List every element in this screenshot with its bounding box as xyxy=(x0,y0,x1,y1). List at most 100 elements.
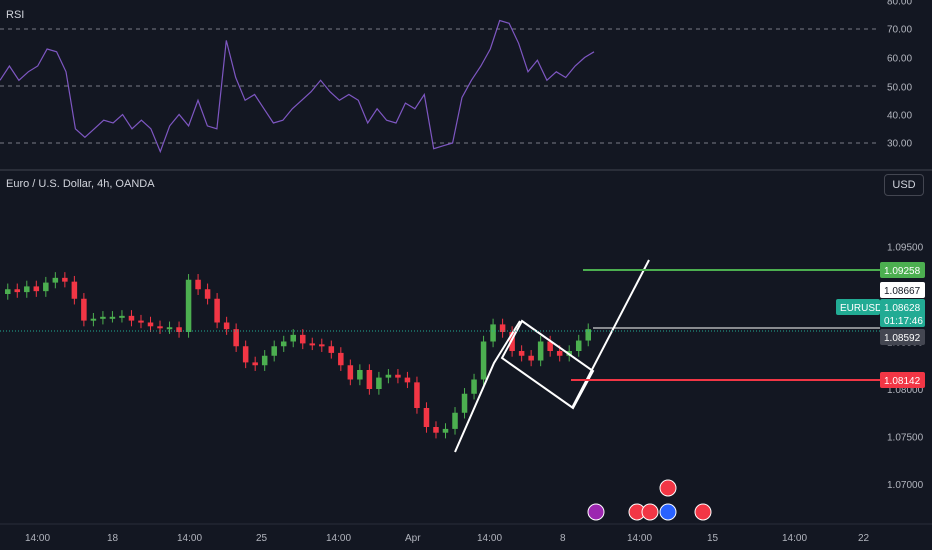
price-marker xyxy=(880,372,925,388)
price-marker-label: 1.08667 xyxy=(884,286,921,297)
candle-body xyxy=(537,341,544,361)
candle-body xyxy=(5,289,11,294)
price-axis-label: 1.07000 xyxy=(887,480,924,491)
candle-body xyxy=(528,355,534,361)
candle-body xyxy=(404,377,411,383)
candle-body xyxy=(52,277,59,283)
candle-body xyxy=(309,343,316,346)
time-axis-label: 14:00 xyxy=(326,533,351,544)
candle-body xyxy=(185,279,192,332)
candle-body xyxy=(452,412,458,429)
time-axis-label: 14:00 xyxy=(627,533,652,544)
time-axis-label: 18 xyxy=(107,533,119,544)
event-marker-icon[interactable] xyxy=(587,503,605,521)
event-marker-icon[interactable] xyxy=(659,503,677,521)
candle-body xyxy=(242,346,249,363)
candle-body xyxy=(128,315,135,321)
candle-body xyxy=(499,324,506,332)
candle-body xyxy=(433,427,439,433)
candle-body xyxy=(33,286,40,292)
candle-body xyxy=(214,298,220,323)
time-axis-label: Apr xyxy=(405,533,421,544)
flag-pole-line xyxy=(454,320,521,453)
time-axis-label: 15 xyxy=(707,533,719,544)
candle-body xyxy=(518,351,525,356)
candle-body xyxy=(14,289,21,293)
rsi-axis-label: 30.00 xyxy=(887,139,912,150)
candle-body xyxy=(328,346,335,353)
projection-line xyxy=(571,259,650,409)
price-marker xyxy=(880,262,925,278)
candle-body xyxy=(509,332,515,351)
event-markers[interactable] xyxy=(587,479,712,521)
candle-body xyxy=(157,326,163,329)
rsi-axis-label: 60.00 xyxy=(887,54,912,65)
candle-body xyxy=(471,379,477,394)
candle-body xyxy=(414,382,420,408)
time-axis-label: 14:00 xyxy=(782,533,807,544)
drawings xyxy=(0,259,880,453)
time-axis-label: 22 xyxy=(858,533,870,544)
price-marker-label: 1.08142 xyxy=(884,376,921,387)
candle-body xyxy=(442,428,449,433)
time-axis-label: 14:00 xyxy=(477,533,502,544)
candle-body xyxy=(71,281,78,299)
price-axis-label: 1.09500 xyxy=(887,243,924,254)
candle-body xyxy=(585,329,591,341)
candle-body xyxy=(319,344,325,347)
candle-body xyxy=(347,365,354,380)
candle-body xyxy=(357,370,363,380)
candles xyxy=(5,272,591,439)
candle-body xyxy=(119,315,125,318)
candle-body xyxy=(338,352,344,366)
candle-body xyxy=(280,341,287,347)
event-marker-icon[interactable] xyxy=(659,479,677,497)
candle-body xyxy=(147,322,154,327)
candle-body xyxy=(223,322,230,330)
rsi-pane xyxy=(0,19,595,154)
rsi-line xyxy=(0,19,595,154)
candle-body xyxy=(138,320,144,323)
time-axis-label: 14:00 xyxy=(25,533,50,544)
candle-body xyxy=(376,377,382,389)
current-price-badge xyxy=(880,299,925,327)
time-axis-label: 14:00 xyxy=(177,533,202,544)
candle-body xyxy=(547,341,553,351)
candle-body xyxy=(109,316,116,319)
rsi-axis-label: 80.00 xyxy=(887,0,912,8)
candle-body xyxy=(300,334,306,344)
price-marker xyxy=(880,329,925,345)
candle-body xyxy=(385,374,392,378)
price-marker-label: 1.09258 xyxy=(884,266,921,277)
event-marker-icon[interactable] xyxy=(694,503,712,521)
event-marker-icon[interactable] xyxy=(641,503,659,521)
price-axis-label: 1.07500 xyxy=(887,433,924,444)
candle-body xyxy=(90,318,97,321)
price-marker-label: 1.08592 xyxy=(884,333,921,344)
candle-body xyxy=(261,355,268,366)
candle-body xyxy=(195,279,201,290)
price-marker xyxy=(880,282,925,298)
rsi-indicator-title[interactable]: RSI xyxy=(6,9,25,21)
candle-body xyxy=(575,340,582,351)
candle-body xyxy=(290,334,296,342)
candle-body xyxy=(480,341,487,380)
candle-body xyxy=(252,362,258,366)
candle-body xyxy=(204,289,211,299)
candle-body xyxy=(423,408,430,427)
current-price-label: 1.08628 xyxy=(884,303,921,314)
price-axis-label: 1.08000 xyxy=(887,385,924,396)
symbol-title[interactable]: Euro / U.S. Dollar, 4h, OANDA xyxy=(6,178,155,190)
currency-button[interactable]: USD xyxy=(884,174,924,196)
candle-body xyxy=(81,298,87,321)
candle-body xyxy=(556,351,563,356)
candle-body xyxy=(461,393,468,413)
candle-body xyxy=(43,282,49,292)
time-axis-label: 8 xyxy=(560,533,566,544)
candle-body xyxy=(166,327,173,330)
rsi-axis-label: 70.00 xyxy=(887,25,912,36)
rsi-axis-label: 50.00 xyxy=(887,83,912,94)
candle-body xyxy=(233,329,239,347)
candle-body xyxy=(62,277,68,282)
candle-body xyxy=(100,316,106,319)
